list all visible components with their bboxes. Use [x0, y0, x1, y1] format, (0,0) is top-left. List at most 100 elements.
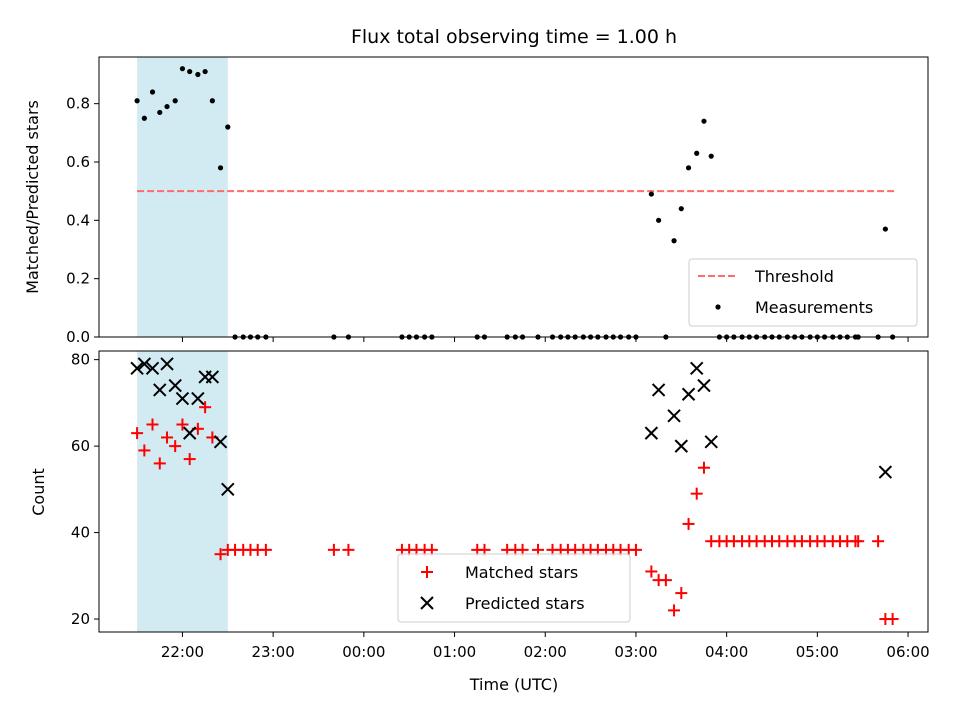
y-tick-label: 0.0 — [66, 328, 90, 346]
matched-stars-point — [690, 487, 703, 500]
measurement-point — [671, 238, 677, 244]
predicted-stars-point — [153, 383, 167, 397]
matched-stars-point — [852, 535, 865, 548]
predicted-stars-point — [213, 435, 228, 449]
predicted-stars-point-b — [130, 361, 144, 375]
measurement-point — [164, 103, 170, 110]
shaded-span-rect — [137, 351, 228, 632]
count-legend-box — [397, 553, 631, 623]
measurement-point — [694, 150, 700, 156]
predicted-stars-point-b — [674, 439, 689, 453]
predicted-stars-point-b — [644, 426, 659, 440]
ratio-panel: 0.00.20.40.60.8 Matched/Predicted stars … — [23, 56, 929, 346]
x-tick-label: 06:00 — [886, 643, 929, 661]
predicted-stars-point — [160, 357, 174, 371]
predicted-stars-point — [674, 439, 689, 453]
measurement-point — [172, 98, 178, 104]
matched-stars-point — [183, 453, 196, 466]
x-axis-label: Time (UTC) — [469, 675, 558, 694]
predicted-stars-series — [130, 357, 893, 497]
measurement-point — [134, 98, 140, 104]
matched-stars-series — [131, 401, 899, 626]
ratio-y-label: Matched/Predicted stars — [23, 100, 42, 294]
y-tick-label: 80 — [71, 351, 90, 369]
measurement-point — [225, 124, 231, 130]
predicted-stars-point — [205, 370, 220, 384]
matched-stars-point — [342, 543, 355, 556]
predicted-stars-point — [182, 426, 197, 440]
matched-stars-point — [659, 574, 672, 587]
predicted-stars-point — [137, 357, 152, 371]
measurement-point — [656, 217, 662, 223]
matched-stars-point — [146, 418, 159, 431]
matched-stars-point — [629, 543, 642, 556]
predicted-stars-point-b — [667, 409, 681, 423]
matched-stars-point — [153, 457, 166, 470]
predicted-stars-point-b — [153, 383, 167, 397]
predicted-stars-point-b — [160, 357, 174, 371]
measurement-point — [708, 153, 714, 159]
ratio-plot-frame — [98, 56, 929, 338]
x-tick-label: 23:00 — [252, 643, 295, 661]
measurements-legend-swatch — [715, 304, 721, 310]
predicted-stars-point-b — [137, 357, 152, 371]
measurement-point — [141, 115, 147, 121]
y-tick-label: 40 — [71, 524, 90, 542]
threshold-legend-label: Threshold — [754, 267, 834, 286]
matched-stars-point — [161, 431, 174, 444]
matched-stars-point — [682, 517, 695, 530]
matched-stars-point — [138, 444, 151, 457]
measurements-legend-label: Measurements — [755, 298, 873, 317]
predicted-stars-point-b — [191, 391, 205, 406]
predicted-stars-point — [704, 435, 718, 449]
highlight-span — [137, 351, 228, 632]
matched-stars-point — [886, 613, 899, 626]
predicted-stars-point — [130, 361, 144, 375]
ratio-legend: Threshold Measurements — [688, 258, 918, 327]
predicted-stars-point-b — [221, 482, 235, 497]
predicted-stars-point — [878, 465, 893, 479]
predicted-stars-point — [175, 391, 190, 406]
y-tick-label: 0.2 — [66, 270, 90, 288]
x-tick-label: 05:00 — [796, 643, 839, 661]
matched-stars-point — [675, 587, 688, 600]
predicted-stars-point — [644, 426, 659, 440]
predicted-stars-point — [690, 361, 704, 375]
matched-stars-point — [176, 418, 189, 431]
predicted-stars-point — [697, 378, 711, 393]
measurement-point — [882, 226, 888, 232]
predicted-stars-point-b — [175, 391, 190, 406]
predicted-stars-point-b — [690, 361, 704, 375]
count-plot-frame — [98, 350, 929, 633]
count-panel: 20 40 60 80 22:00 23:00 00:00 01:00 02:00 03:00 0… — [29, 350, 930, 661]
y-tick-label: 0.6 — [66, 153, 90, 171]
predicted-stars-point-b — [213, 435, 228, 449]
matched-legend-swatch — [421, 566, 433, 578]
count-legend: Matched stars Predicted stars — [397, 553, 631, 623]
measurement-point — [209, 98, 215, 104]
matched-stars-point — [199, 401, 212, 414]
matched-stars-point — [169, 440, 182, 453]
y-tick-label: 0.8 — [66, 95, 90, 113]
predicted-stars-point-b — [168, 378, 182, 393]
count-y-label: Count — [29, 468, 48, 516]
measurement-point — [195, 71, 201, 78]
predicted-stars-point — [168, 378, 182, 393]
x-tick-label: 03:00 — [614, 643, 657, 661]
y-tick-label: 60 — [71, 437, 90, 455]
chart-title: Flux total observing time = 1.00 h — [351, 26, 677, 48]
predicted-stars-point-b — [651, 383, 666, 397]
predicted-stars-point-b — [205, 370, 220, 384]
matched-stars-point — [131, 427, 144, 440]
predicted-stars-point-b — [878, 465, 893, 479]
predicted-stars-point-b — [681, 387, 696, 401]
matched-stars-point — [697, 461, 710, 474]
predicted-stars-point-b — [704, 435, 718, 449]
matched-stars-point — [668, 604, 681, 617]
predicted-stars-point-b — [182, 426, 197, 440]
measurement-point — [678, 206, 684, 212]
y-tick-label: 0.4 — [66, 211, 90, 229]
ratio-y-axis: 0.0 0.2 0.4 0.6 0.8 — [66, 95, 99, 346]
x-axis: 22:00 23:00 00:00 01:00 02:00 03:00 04:00 05:00… — [161, 632, 930, 661]
